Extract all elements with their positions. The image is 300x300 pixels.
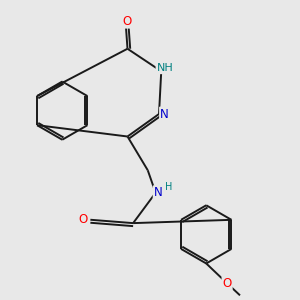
Text: O: O	[223, 277, 232, 290]
Text: NH: NH	[157, 63, 173, 73]
Text: N: N	[154, 186, 162, 199]
Text: O: O	[123, 15, 132, 28]
Text: H: H	[165, 182, 173, 192]
Text: N: N	[160, 107, 169, 121]
Text: O: O	[78, 213, 88, 226]
